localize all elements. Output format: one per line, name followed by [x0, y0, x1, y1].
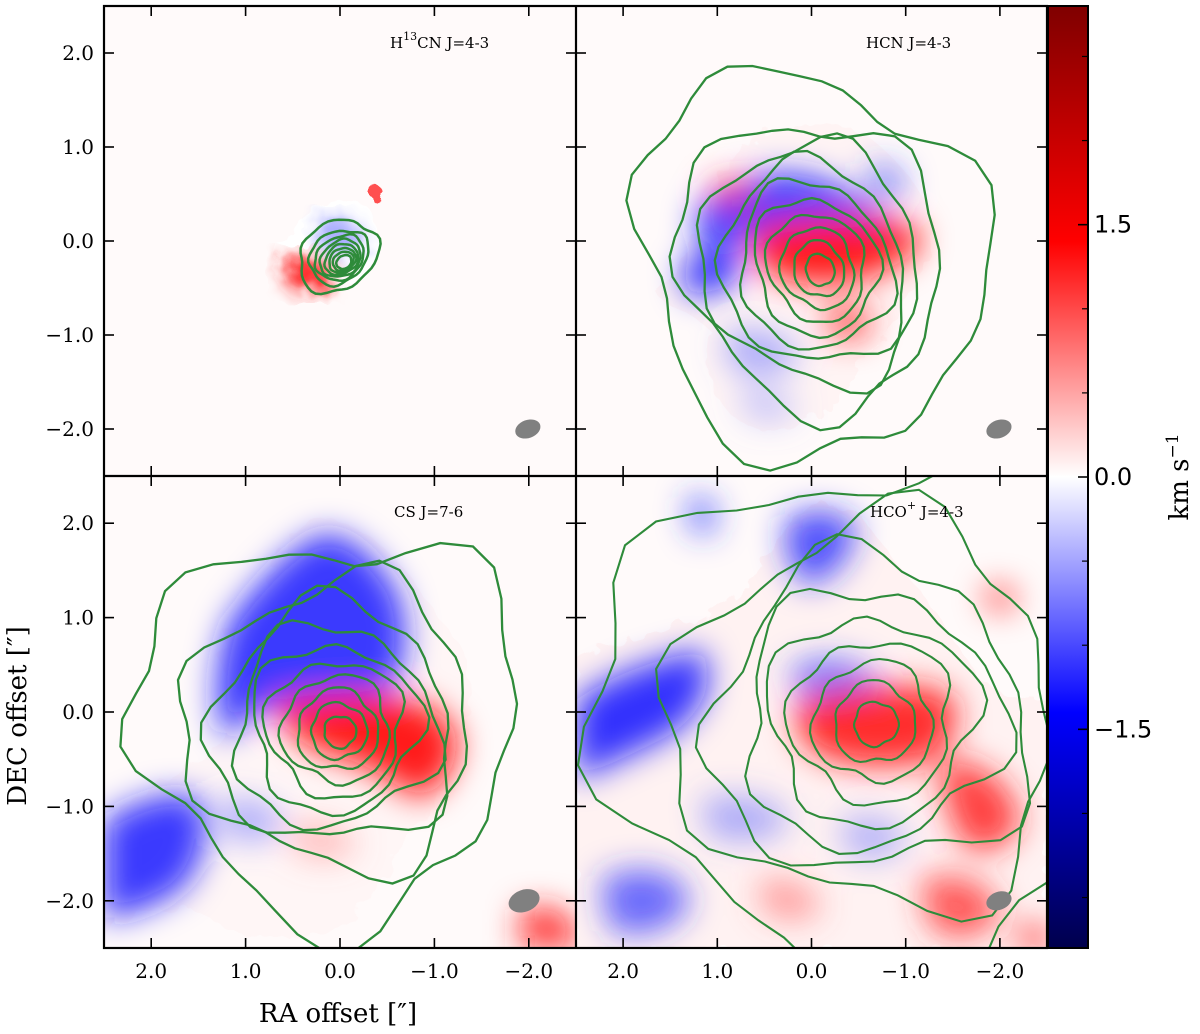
contour-level — [299, 218, 382, 296]
panel-hco: HCO+ J=4-3 — [576, 476, 1047, 948]
contour-level — [804, 252, 836, 288]
contour-level — [277, 673, 391, 787]
contour-level — [765, 615, 989, 831]
x-tick-label: 0.0 — [796, 959, 828, 983]
y-tick-label: 1.0 — [62, 135, 94, 159]
beam-cs — [508, 889, 540, 913]
contours-cs — [119, 541, 519, 948]
contour-level — [306, 229, 370, 288]
contour-level — [323, 242, 360, 277]
y-tick-label: 2.0 — [62, 511, 94, 535]
contour-level — [625, 64, 996, 472]
contour-level — [119, 541, 519, 948]
y-tick-labels: 2.0 1.0 0.0 −1.0 −2.0 2.0 1.0 0.0 −1.0 −2.0 — [45, 41, 94, 913]
x-tick-label: 2.0 — [135, 959, 167, 983]
contour-level — [744, 587, 1018, 855]
contours-hco — [576, 476, 1047, 948]
contour-level — [777, 226, 856, 312]
x-tick-labels: 2.0 1.0 0.0 −1.0 −2.0 2.0 1.0 0.0 −1.0 −2.0 — [135, 959, 1024, 983]
contours-h13cn — [299, 218, 382, 296]
x-tick-label: 2.0 — [607, 959, 639, 983]
x-tick-label: −1.0 — [410, 959, 459, 983]
x-tick-label: 1.0 — [701, 959, 733, 983]
contour-level — [328, 246, 358, 275]
colorbar-label: km s−1 — [1163, 433, 1195, 520]
beam-ellipse — [986, 891, 1012, 911]
panel-label-h13cn: H13CN J=4-3 — [390, 30, 489, 52]
y-tick-label: −1.0 — [45, 794, 94, 818]
panel-label-hcn: HCN J=4-3 — [866, 34, 951, 52]
x-tick-label: −2.0 — [505, 959, 554, 983]
contour-level — [334, 253, 353, 271]
colorbar-ticks: 1.5 0.0 −1.5 — [1078, 55, 1152, 899]
x-tick-label: 1.0 — [230, 959, 262, 983]
colorbar-tick-label: 1.5 — [1094, 211, 1132, 239]
contour-level — [694, 533, 1032, 867]
contour-level — [253, 643, 431, 818]
colorbar-tick-label: 0.0 — [1094, 463, 1132, 491]
contours-hcn — [625, 64, 996, 472]
y-axis-title: DEC offset [″] — [3, 626, 33, 806]
x-tick-label: −1.0 — [881, 959, 930, 983]
panel-label-hco: HCO+ J=4-3 — [870, 499, 964, 521]
beam-hco — [986, 891, 1012, 911]
contour-level — [230, 619, 447, 832]
contour-level — [309, 700, 370, 762]
panel-hcn: HCN J=4-3 — [576, 6, 1047, 476]
colorbar-tick-label: −1.5 — [1094, 715, 1152, 743]
beam-ellipse — [508, 889, 540, 913]
panel-h13cn: H13CN J=4-3 — [104, 6, 576, 476]
panel-label-cs: CS J=7-6 — [394, 503, 463, 521]
x-axis-title: RA offset [″] — [259, 999, 417, 1029]
contour-level — [296, 686, 380, 771]
contour-level — [313, 232, 365, 282]
contour-level — [852, 700, 900, 749]
beam-ellipse — [515, 419, 541, 439]
beam-hcn — [986, 419, 1012, 439]
contour-level — [323, 715, 358, 750]
contour-level — [793, 238, 846, 298]
contour-level — [738, 177, 899, 351]
colorbar: 1.5 0.0 −1.5 km s−1 — [1047, 5, 1195, 949]
contour-level — [783, 642, 952, 807]
panel-cs: CS J=7-6 — [104, 476, 576, 948]
y-tick-label: −2.0 — [45, 417, 94, 441]
x-tick-label: −2.0 — [976, 959, 1025, 983]
contour-level — [808, 657, 935, 785]
y-tick-label: 2.0 — [62, 41, 94, 65]
x-tick-label: 0.0 — [324, 959, 356, 983]
beam-h13cn — [515, 419, 541, 439]
y-tick-label: 0.0 — [62, 700, 94, 724]
contour-level — [655, 488, 1047, 923]
y-tick-label: 1.0 — [62, 606, 94, 630]
axis-ticks — [104, 6, 1047, 948]
y-tick-label: −1.0 — [45, 323, 94, 347]
contour-level — [261, 662, 406, 800]
y-tick-label: −2.0 — [45, 889, 94, 913]
velocity-map-cs — [104, 519, 576, 948]
contour-level — [713, 149, 905, 360]
contour-level — [834, 679, 917, 764]
y-tick-label: 0.0 — [62, 229, 94, 253]
contour-level — [753, 196, 885, 340]
beam-ellipse — [986, 419, 1012, 439]
contour-level — [763, 213, 866, 323]
contour-level — [199, 584, 450, 836]
